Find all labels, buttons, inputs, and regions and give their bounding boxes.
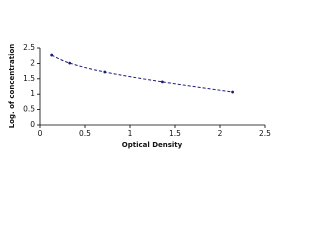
point xyxy=(231,90,235,94)
background xyxy=(0,0,300,200)
x-axis-label: Optical Density xyxy=(122,141,183,149)
y-tick-label: 0.5 xyxy=(23,105,35,114)
y-tick-label: 2.5 xyxy=(23,43,35,52)
x-tick-label: 1.5 xyxy=(169,129,181,138)
y-tick-label: 2 xyxy=(30,58,35,67)
x-tick-label: 2 xyxy=(218,129,223,138)
x-tick-label: 0.5 xyxy=(79,129,91,138)
y-tick-label: 0 xyxy=(30,120,35,129)
point xyxy=(68,61,72,65)
x-tick-label: 1 xyxy=(128,129,133,138)
point xyxy=(161,80,164,84)
x-tick-label: 0 xyxy=(38,129,43,138)
x-tick-label: 2.5 xyxy=(259,129,271,138)
y-tick-label: 1.5 xyxy=(23,74,35,83)
point xyxy=(50,53,54,57)
point xyxy=(103,70,107,74)
y-axis-label: Log. of concentration xyxy=(8,44,16,129)
y-tick-label: 1 xyxy=(30,89,35,98)
